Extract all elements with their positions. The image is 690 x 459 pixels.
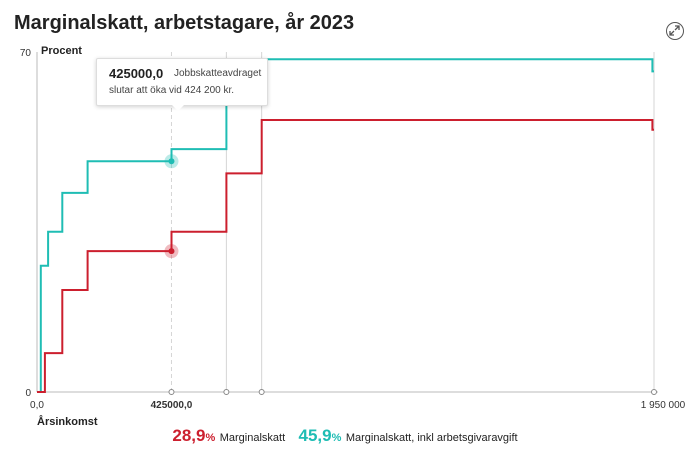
legend: 28,9% Marginalskatt 45,9% Marginalskatt,… — [0, 426, 690, 446]
y-tick-label: 0 — [25, 388, 31, 399]
legend-unit: % — [205, 432, 216, 444]
legend-item-marginalskatt-inkl[interactable]: 45,9% Marginalskatt, inkl arbetsgivaravg… — [298, 426, 518, 445]
x-marker-dot — [258, 389, 265, 395]
legend-item-marginalskatt[interactable]: 28,9% Marginalskatt — [172, 426, 289, 445]
legend-label: Marginalskatt — [219, 432, 286, 444]
chart-title: Marginalskatt, arbetstagare, år 2023 — [14, 12, 355, 34]
tooltip-arrow — [171, 104, 185, 111]
tooltip-text-line2: slutar att öka vid 424 200 kr. — [109, 85, 235, 96]
series-line-0 — [37, 58, 654, 393]
tooltip: 425000,0 Jobbskatteavdraget slutar att ö… — [96, 58, 268, 111]
x-marker-dot — [651, 389, 657, 395]
x-marker-dot — [168, 389, 175, 395]
x-tick-label: 0,0 — [30, 400, 44, 411]
x-tick-label: 425000,0 — [151, 400, 193, 411]
y-axis-label: Procent — [41, 45, 82, 57]
tooltip-text-line1: Jobbskatteavdraget — [174, 68, 262, 79]
highlight-point — [168, 248, 175, 255]
legend-value: 45,9 — [298, 426, 332, 445]
legend-unit: % — [331, 432, 342, 444]
x-axis-label: Årsinkomst — [37, 415, 98, 428]
legend-value: 28,9 — [172, 426, 206, 445]
tooltip-value: 425000,0 — [109, 66, 164, 81]
legend-label: Marginalskatt, inkl arbetsgivaravgift — [345, 432, 518, 444]
x-tick-label: 1 950 000 — [641, 400, 686, 411]
expand-icon[interactable] — [666, 22, 684, 40]
x-marker-dot — [223, 389, 230, 395]
series-line-1 — [37, 119, 654, 393]
highlight-point — [168, 158, 175, 165]
y-tick-label: 70 — [20, 48, 32, 59]
